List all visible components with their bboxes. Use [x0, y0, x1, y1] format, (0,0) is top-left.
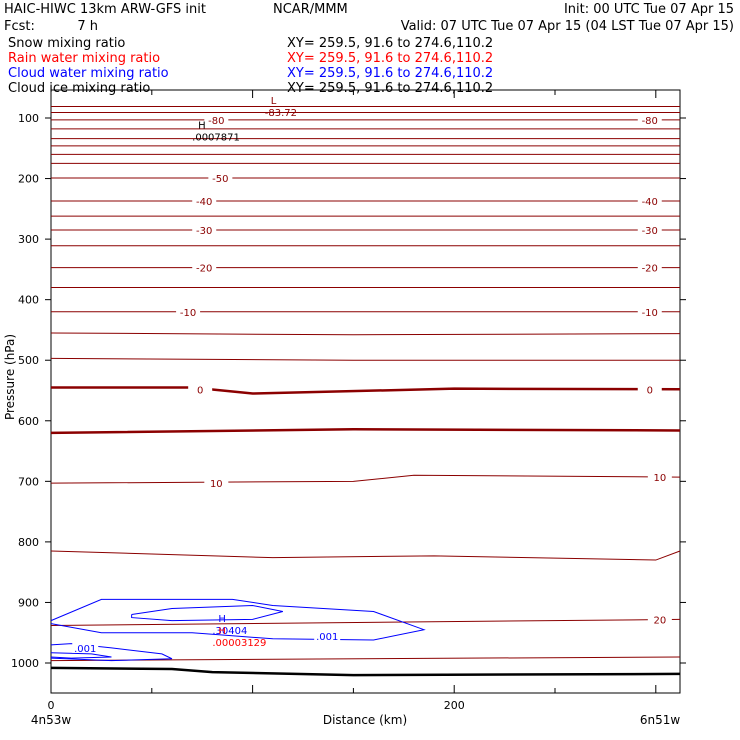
center-label: NCAR/MMM — [273, 2, 348, 17]
temperature-label: -10 — [642, 308, 658, 319]
contour-labels: -80 -80 -50 -40 -40 -30 -30 -20 -20 -10 -10 0 0 10 10 2… — [72, 96, 672, 655]
temperature-contour — [50, 474, 681, 484]
field-xy: XY= 259.5, 91.6 to 274.6,110.2 — [287, 81, 493, 96]
temperature-label: -30 — [196, 226, 212, 237]
right-endpoint-label: 6n51w — [640, 713, 681, 727]
label-mask — [192, 224, 217, 236]
field-xy: XY= 259.5, 91.6 to 274.6,110.2 — [287, 36, 493, 51]
extremum-value: .00003129 — [212, 638, 266, 649]
label-mask — [637, 305, 662, 317]
field-xy: XY= 259.5, 91.6 to 274.6,110.2 — [287, 66, 493, 81]
label-mask — [637, 194, 662, 206]
field-name: Snow mixing ratio — [8, 36, 125, 51]
y-tick-label: 800 — [18, 536, 39, 549]
temperature-label: -80 — [208, 116, 224, 127]
fcst-value: 7 h — [77, 19, 98, 34]
cloud-water-contour — [131, 604, 283, 622]
label-mask — [192, 194, 217, 206]
fcst-label: Fcst: — [4, 19, 35, 34]
extremum-symbol: L — [271, 96, 277, 107]
label-mask — [637, 261, 662, 273]
field-legend: Snow mixing ratio XY= 259.5, 91.6 to 274.… — [8, 36, 493, 96]
terrain-surface — [50, 666, 681, 677]
field-xy: XY= 259.5, 91.6 to 274.6,110.2 — [287, 51, 493, 66]
y-tick-label: 600 — [18, 415, 39, 428]
temperature-contour — [50, 357, 680, 361]
y-tick-label: 900 — [18, 596, 39, 609]
temperature-label: -20 — [642, 264, 658, 275]
temperature-label: -30 — [642, 226, 658, 237]
field-name: Cloud water mixing ratio — [8, 66, 169, 81]
label-mask — [188, 383, 213, 395]
extremum-value: -83.72 — [265, 108, 297, 119]
y-tick-label: 700 — [18, 475, 39, 488]
label-mask — [208, 171, 233, 183]
plot-frame — [50, 89, 681, 694]
temperature-label: 20 — [653, 615, 666, 626]
temperature-label: -40 — [642, 197, 658, 208]
label-mask — [192, 261, 217, 273]
cloud-water-contour — [50, 598, 426, 641]
model-title: HAIC-HIWC 13km ARW-GFS init — [4, 2, 206, 17]
extremum-value: .0007871 — [192, 132, 240, 143]
temperature-label: -10 — [180, 308, 196, 319]
temperature-contour — [50, 428, 681, 435]
x-tick-label: 0 — [48, 699, 55, 712]
temperature-label: -20 — [196, 264, 212, 275]
temperature-contour — [50, 656, 681, 662]
extremum-symbol: H — [218, 614, 226, 625]
label-mask — [176, 305, 201, 317]
terrain-line — [50, 666, 681, 677]
x-tick-label: 200 — [444, 699, 465, 712]
cloud-water-label: .001 — [74, 644, 96, 655]
temperature-contour — [51, 386, 681, 395]
y-tick-label: 500 — [18, 354, 39, 367]
left-endpoint-label: 4n53w — [31, 713, 72, 727]
label-mask — [637, 224, 662, 236]
temperature-label: -80 — [642, 116, 658, 127]
temperature-label: -50 — [212, 174, 228, 185]
extremum-symbol: H — [198, 120, 206, 131]
y-tick-label: 300 — [18, 233, 39, 246]
valid-time: Valid: 07 UTC Tue 07 Apr 15 (04 LST Tue … — [401, 19, 734, 34]
temperature-label: -40 — [196, 197, 212, 208]
y-tick-label: 100 — [18, 112, 39, 125]
field-name: Cloud ice mixing ratio — [8, 81, 150, 96]
cloud-water-contours — [50, 598, 426, 662]
temperature-label: 10 — [210, 479, 223, 490]
x-axis-label: Distance (km) — [323, 713, 407, 727]
y-tick-label: 400 — [18, 294, 39, 307]
cloud-water-contour — [50, 643, 173, 662]
label-mask — [647, 471, 672, 483]
temperature-contours — [50, 105, 681, 662]
label-mask — [72, 641, 99, 653]
temperature-label: 0 — [647, 385, 653, 396]
extremum-symbol: H — [218, 626, 226, 637]
label-mask — [204, 113, 229, 125]
label-mask — [314, 629, 341, 641]
temperature-contour — [50, 550, 681, 561]
cloud-water-contour — [50, 652, 112, 659]
temperature-label: 0 — [197, 385, 203, 396]
y-tick-label: 1000 — [11, 657, 39, 670]
label-mask — [637, 113, 662, 125]
temperature-label: 10 — [653, 473, 666, 484]
temperature-contour — [50, 332, 681, 336]
y-tick-label: 200 — [18, 173, 39, 186]
extremum-value: .30404 — [212, 626, 247, 637]
label-mask — [647, 613, 672, 625]
cloud-water-label: .001 — [316, 632, 338, 643]
init-time: Init: 00 UTC Tue 07 Apr 15 — [564, 2, 734, 17]
label-mask — [637, 383, 662, 395]
label-mask — [204, 477, 229, 489]
temperature-contour — [50, 618, 681, 626]
field-name: Rain water mixing ratio — [8, 51, 160, 66]
y-axis-label: Pressure (hPa) — [3, 334, 17, 420]
